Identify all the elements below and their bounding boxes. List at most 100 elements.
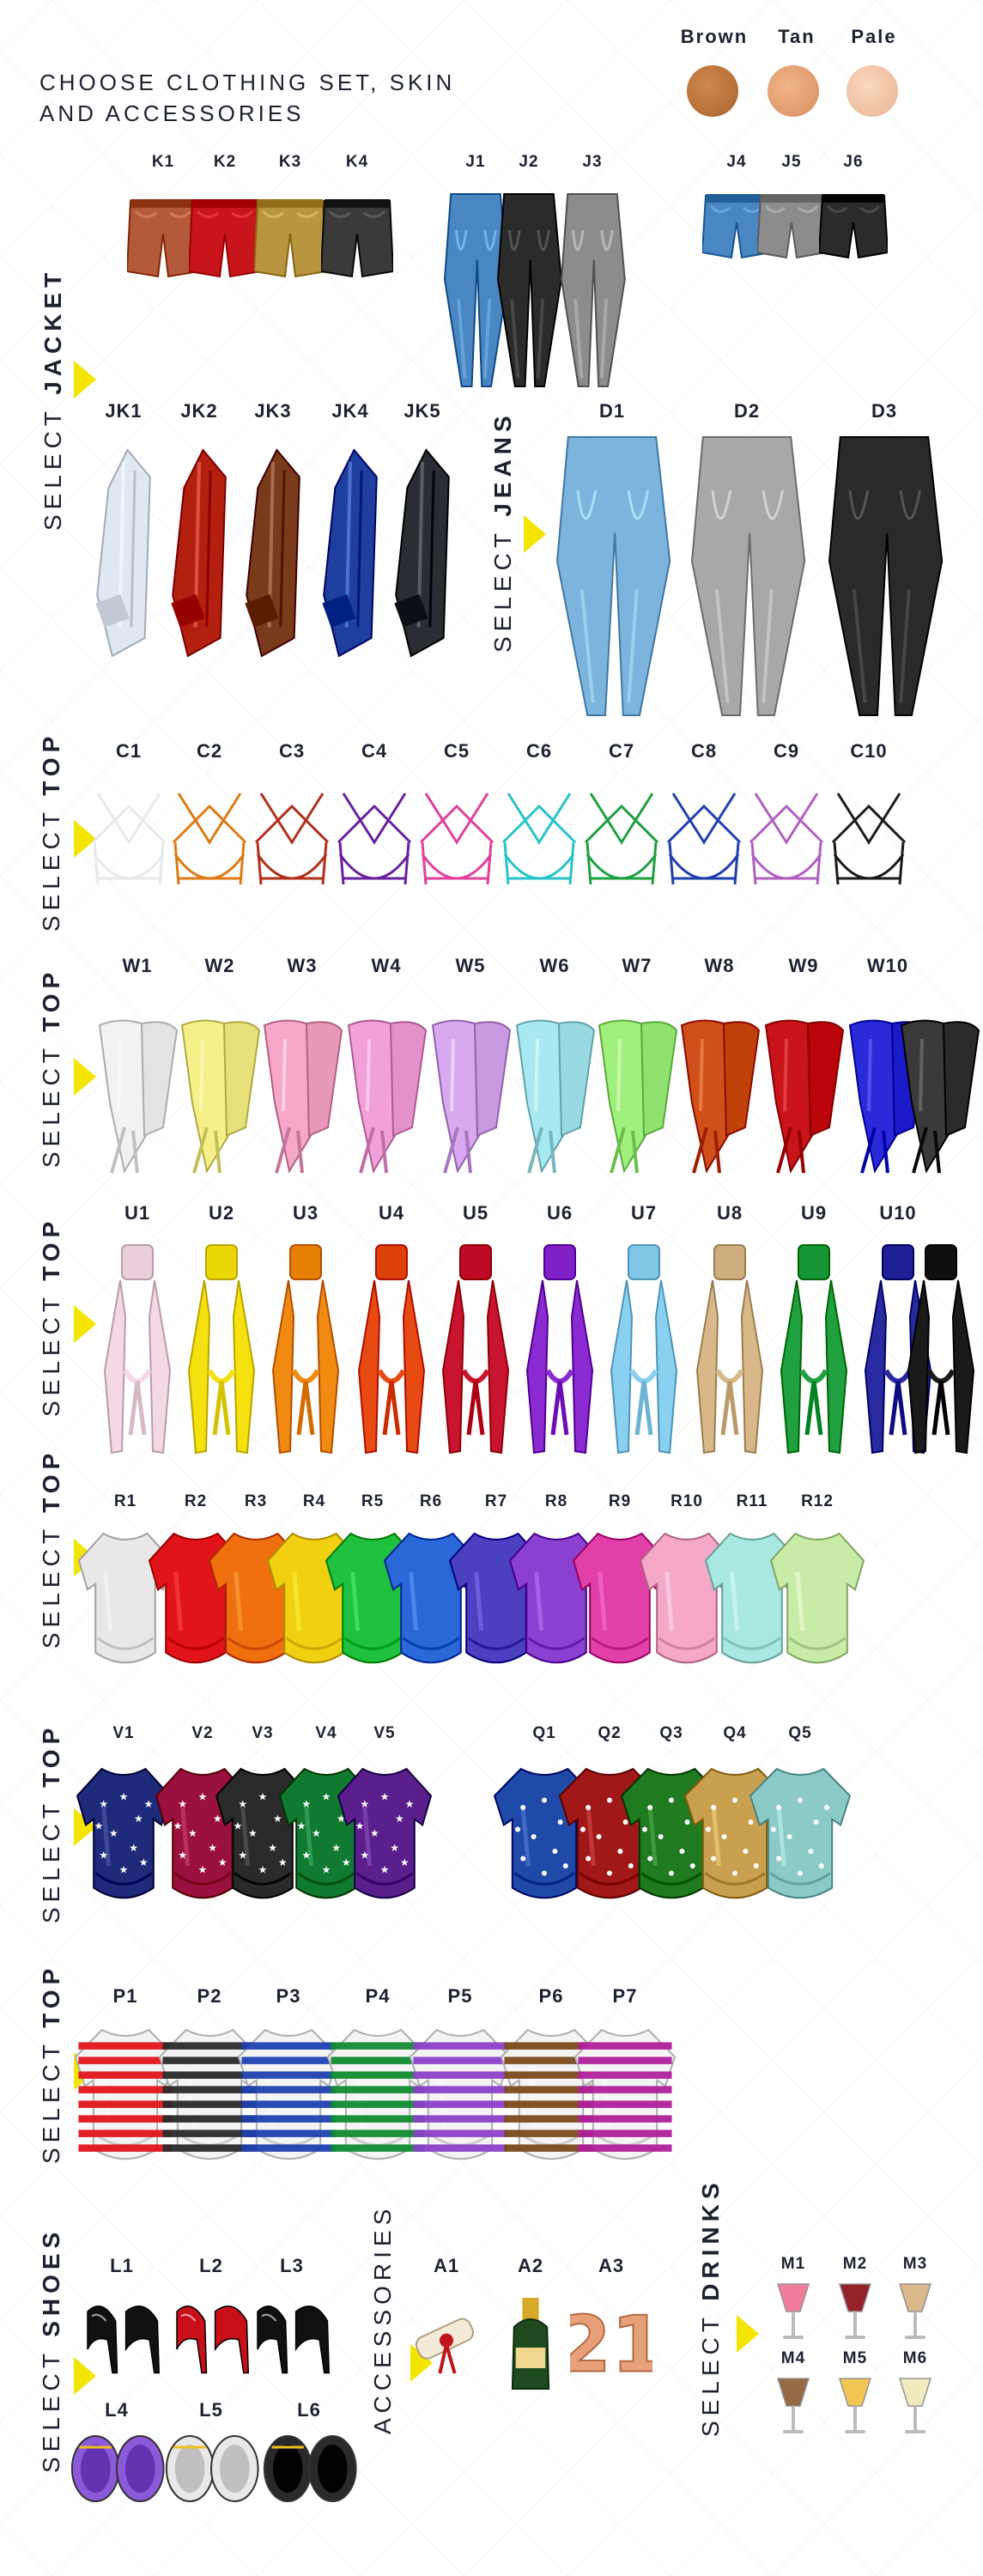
- top-p1[interactable]: [72, 2025, 179, 2171]
- diploma-icon[interactable]: [405, 2291, 488, 2394]
- jacket-jk3[interactable]: [235, 445, 311, 659]
- top-w7[interactable]: [594, 1013, 680, 1176]
- jeans-j3[interactable]: [554, 191, 631, 388]
- title-line-2: AND ACCESSORIES: [39, 100, 305, 126]
- balloon-21-icon[interactable]: 21: [570, 2291, 652, 2394]
- label-j2: J2: [519, 153, 539, 171]
- top-c6[interactable]: [500, 788, 579, 908]
- top-u1[interactable]: [94, 1242, 180, 1456]
- top-p3[interactable]: [235, 2025, 342, 2171]
- top-w8[interactable]: [677, 1013, 762, 1176]
- top-u11[interactable]: [898, 1242, 983, 1456]
- label-c9: C9: [773, 740, 800, 762]
- top-u4[interactable]: [349, 1242, 434, 1456]
- top-w1[interactable]: [94, 1013, 180, 1176]
- svg-text:★: ★: [139, 1856, 149, 1868]
- svg-text:★: ★: [360, 1850, 369, 1862]
- shoes-l4[interactable]: [64, 2421, 170, 2507]
- svg-text:★: ★: [370, 1827, 379, 1839]
- label-r10: R10: [671, 1492, 703, 1510]
- top-v5[interactable]: ★★★★★★★★★★: [335, 1764, 434, 1910]
- top-c1[interactable]: [89, 788, 168, 908]
- drink-m4-icon[interactable]: [771, 2375, 816, 2439]
- top-c4[interactable]: [335, 788, 414, 908]
- jacket-jk2[interactable]: [161, 445, 237, 659]
- top-v1[interactable]: ★★★★★★★★★★: [74, 1764, 173, 1910]
- top-r1[interactable]: [76, 1528, 175, 1674]
- top-c7[interactable]: [582, 788, 661, 908]
- top-u2[interactable]: [179, 1242, 264, 1456]
- shorts-j5[interactable]: [757, 191, 826, 261]
- svg-text:★: ★: [322, 1791, 331, 1803]
- drink-m5-icon[interactable]: [833, 2375, 877, 2439]
- top-p2[interactable]: [156, 2025, 263, 2171]
- top-u5[interactable]: [433, 1242, 519, 1456]
- top-p7[interactable]: [572, 2025, 678, 2171]
- top-w11[interactable]: [896, 1013, 982, 1176]
- skin-swatch-brown[interactable]: [687, 65, 738, 117]
- shorts-k4[interactable]: [321, 196, 393, 280]
- svg-text:★: ★: [178, 1798, 187, 1810]
- label-d2: D2: [733, 400, 761, 422]
- top-w2[interactable]: [177, 1013, 263, 1176]
- top-u9[interactable]: [771, 1242, 857, 1456]
- skin-swatch-tan[interactable]: [768, 65, 819, 117]
- top-c9[interactable]: [747, 788, 826, 908]
- jeans-d3[interactable]: [816, 434, 953, 717]
- label-u3: U3: [292, 1202, 319, 1224]
- shoes-l1[interactable]: [82, 2293, 161, 2387]
- jacket-jk5[interactable]: [385, 445, 460, 659]
- drink-m6-icon[interactable]: [893, 2375, 937, 2439]
- top-u8[interactable]: [687, 1242, 773, 1456]
- top-u7[interactable]: [601, 1242, 687, 1456]
- top-p5[interactable]: [407, 2025, 513, 2171]
- drink-m2-icon[interactable]: [833, 2281, 877, 2344]
- section-label-jeans: SELECT JEANS: [489, 410, 516, 653]
- label-c10: C10: [850, 740, 888, 762]
- arrow-shoes-icon: [74, 2357, 96, 2395]
- top-u3[interactable]: [263, 1242, 349, 1456]
- top-p4[interactable]: [325, 2025, 431, 2171]
- champagne-bottle-icon[interactable]: [489, 2291, 572, 2394]
- shorts-j6[interactable]: [819, 191, 888, 261]
- jacket-jk4[interactable]: [312, 445, 388, 659]
- jacket-jk1[interactable]: [86, 445, 161, 659]
- top-w9[interactable]: [761, 1013, 846, 1176]
- jeans-d1[interactable]: [543, 434, 681, 717]
- page-title: CHOOSE CLOTHING SET, SKIN AND ACCESSORIE…: [39, 67, 455, 129]
- shoes-l2[interactable]: [172, 2293, 251, 2387]
- top-q5[interactable]: [747, 1764, 853, 1910]
- drink-m1-icon[interactable]: [771, 2281, 816, 2344]
- top-w5[interactable]: [428, 1013, 513, 1176]
- top-c10[interactable]: [829, 788, 908, 908]
- arrow-jacket-icon: [74, 361, 96, 398]
- shorts-k3[interactable]: [254, 196, 326, 280]
- label-p7: P7: [612, 1985, 638, 2007]
- top-w3[interactable]: [259, 1013, 345, 1176]
- top-w6[interactable]: [512, 1013, 598, 1176]
- top-c2[interactable]: [170, 788, 249, 908]
- top-c3[interactable]: [252, 788, 331, 908]
- jeans-d2[interactable]: [678, 434, 816, 717]
- label-p1: P1: [112, 1985, 138, 2007]
- label-m4: M4: [780, 2349, 806, 2367]
- top-r12[interactable]: [768, 1528, 867, 1674]
- jeans-j2[interactable]: [490, 191, 567, 388]
- top-w4[interactable]: [343, 1013, 429, 1176]
- top-c5[interactable]: [417, 788, 496, 908]
- top-u6[interactable]: [517, 1242, 603, 1456]
- skin-label-tan: Tan: [778, 26, 816, 47]
- svg-text:★: ★: [134, 1813, 143, 1825]
- top-c8[interactable]: [664, 788, 743, 908]
- shorts-k2[interactable]: [189, 196, 261, 280]
- skin-swatch-pale[interactable]: [846, 65, 898, 117]
- label-u5: U5: [462, 1202, 489, 1224]
- shoes-l3[interactable]: [252, 2293, 331, 2387]
- label-w2: W2: [204, 955, 235, 976]
- shoes-l5[interactable]: [158, 2421, 264, 2507]
- label-p6: P6: [538, 1985, 564, 2007]
- drink-m3-icon[interactable]: [893, 2281, 937, 2344]
- section-label-accessories: ACCESSORIES: [369, 2203, 396, 2434]
- shoes-l6[interactable]: [256, 2421, 362, 2507]
- jeans-j1[interactable]: [437, 191, 514, 388]
